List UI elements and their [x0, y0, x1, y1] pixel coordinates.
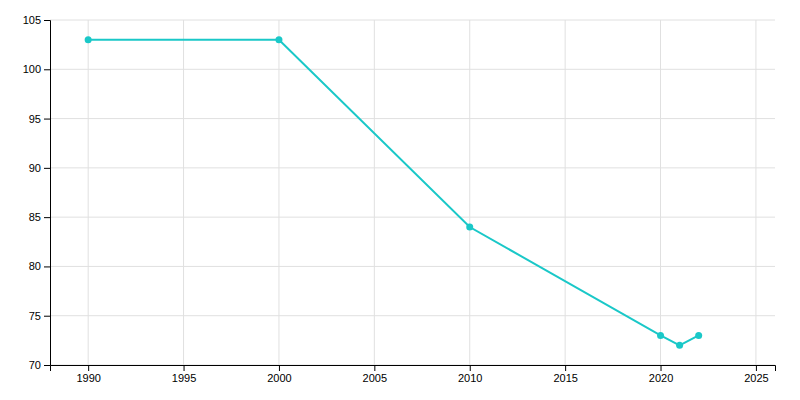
y-tick-label: 85	[29, 211, 41, 223]
marks	[85, 36, 703, 349]
x-tick-label: 1990	[76, 372, 100, 384]
line	[88, 40, 699, 346]
x-tick-mark	[565, 365, 566, 371]
x-tick: 2020	[649, 365, 673, 384]
y-tick-label: 80	[29, 260, 41, 272]
grid-line-y	[50, 118, 775, 119]
x-tick-mark	[184, 365, 185, 371]
y-tick-mark	[44, 69, 50, 70]
x-tick: 2000	[267, 365, 291, 384]
y-tick-mark	[44, 316, 50, 317]
x-tick-mark	[88, 365, 89, 371]
x-tick-mark	[756, 365, 757, 371]
y-tick-mark	[44, 20, 50, 21]
point	[676, 342, 683, 349]
grid-line-y	[50, 217, 775, 218]
grid-line-y	[50, 315, 775, 316]
y-tick: 75	[29, 310, 50, 322]
y-tick: 85	[29, 211, 50, 223]
y-tick: 80	[29, 260, 50, 272]
y-tick: 105	[23, 14, 50, 26]
x-tick: 1995	[172, 365, 196, 384]
chart-container: 1990 1995 2000 2005 2010 2015 2020 2025 70 75 80 85…	[0, 0, 800, 400]
x-tick: 1990	[76, 365, 100, 384]
y-axis-line	[44, 21, 51, 366]
grid-line-x	[88, 20, 89, 365]
point	[657, 332, 664, 339]
point	[466, 224, 473, 231]
x-tick-label: 2025	[744, 372, 768, 384]
chart-svg: 1990 1995 2000 2005 2010 2015 2020 2025 70 75 80 85…	[0, 0, 800, 400]
y-tick-label: 105	[23, 14, 41, 26]
x-axis: 1990 1995 2000 2005 2010 2015 2020 2025	[51, 365, 776, 384]
grid-line-x	[374, 20, 375, 365]
x-tick: 2005	[363, 365, 387, 384]
x-tick-label: 2000	[267, 372, 291, 384]
grid-line-x	[565, 20, 566, 365]
x-tick-mark	[374, 365, 375, 371]
grid-line-y	[50, 266, 775, 267]
y-tick-mark	[44, 168, 50, 169]
grid-line-x	[183, 20, 184, 365]
y-tick: 70	[29, 359, 50, 371]
grid-line-x	[755, 20, 756, 365]
x-tick-mark	[661, 365, 662, 371]
y-tick-mark	[44, 217, 50, 218]
x-tick-label: 1995	[172, 372, 196, 384]
y-tick-label: 100	[23, 63, 41, 75]
grid	[50, 20, 775, 365]
y-tick-label: 95	[29, 113, 41, 125]
grid-line-x	[278, 20, 279, 365]
x-tick: 2025	[744, 365, 768, 384]
y-tick: 90	[29, 162, 50, 174]
x-tick-mark	[279, 365, 280, 371]
y-tick-label: 70	[29, 359, 41, 371]
grid-line-y	[50, 69, 775, 70]
x-tick-label: 2020	[649, 372, 673, 384]
point	[695, 332, 702, 339]
y-tick-mark	[44, 119, 50, 120]
y-tick-mark	[44, 266, 50, 267]
y-tick-mark	[44, 365, 50, 366]
y-axis: 70 75 80 85 90 95 100 105	[23, 14, 51, 371]
y-tick: 100	[23, 63, 50, 75]
x-axis-line	[51, 366, 776, 372]
grid-line-y	[50, 167, 775, 168]
x-tick: 2015	[553, 365, 577, 384]
point	[85, 36, 92, 43]
y-tick-label: 90	[29, 162, 41, 174]
y-tick: 95	[29, 113, 50, 125]
x-tick-label: 2005	[363, 372, 387, 384]
plot-area: 1990 1995 2000 2005 2010 2015 2020 2025 70 75 80 85…	[23, 14, 776, 384]
x-tick-label: 2010	[458, 372, 482, 384]
grid-line-x	[660, 20, 661, 365]
grid-line-y	[50, 20, 775, 21]
x-tick-mark	[470, 365, 471, 371]
grid-line-x	[469, 20, 470, 365]
point	[275, 36, 282, 43]
x-tick: 2010	[458, 365, 482, 384]
x-tick-label: 2015	[553, 372, 577, 384]
y-tick-label: 75	[29, 310, 41, 322]
